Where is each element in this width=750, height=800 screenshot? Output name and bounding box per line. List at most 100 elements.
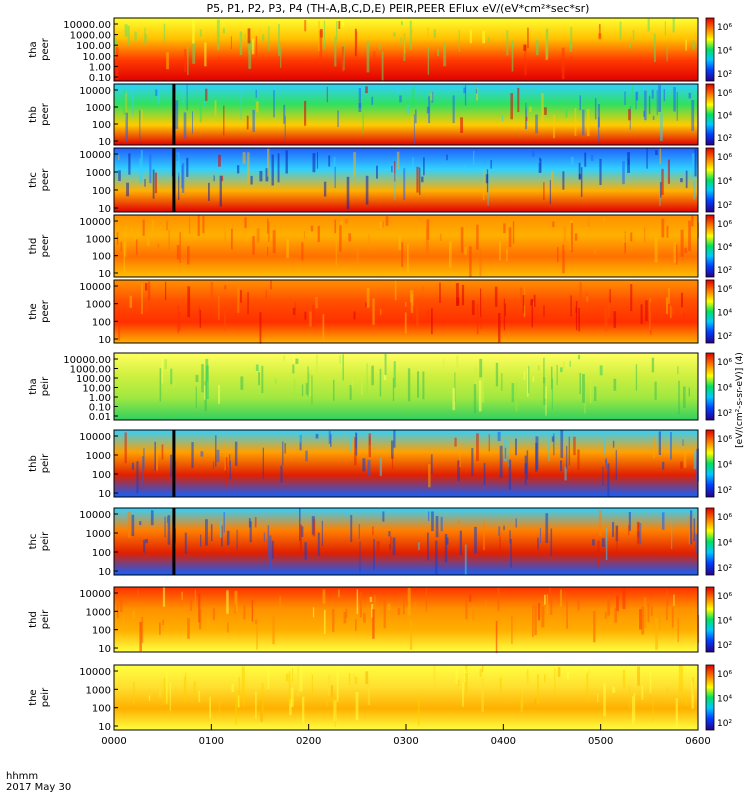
spectrogram-streak (501, 373, 503, 391)
spectrogram-streak (218, 295, 220, 321)
panel-thb-peir: 10000 1000 100 10 thb peir 10⁶ 10⁴ 10² (28, 429, 732, 500)
spectrogram-streak (241, 666, 245, 700)
spectrogram-streak (693, 518, 696, 542)
y-tick-label: 10 (98, 722, 111, 733)
spectrogram-streak (127, 25, 130, 46)
spectrogram-streak (358, 103, 362, 112)
spectrogram-streak (659, 148, 662, 165)
spectrogram-streak (557, 667, 561, 677)
spectrogram-streak (506, 30, 509, 56)
spectrogram-streak (551, 436, 555, 442)
spectrogram-streak (695, 534, 698, 554)
spectrogram-streak (544, 594, 546, 605)
colorbar (705, 147, 715, 213)
spectrogram-streak (404, 33, 406, 53)
spectrogram-streak (371, 96, 374, 105)
spectrogram-fill (114, 665, 698, 730)
spectrogram-streak (426, 227, 429, 254)
spectrogram-streak (505, 248, 508, 262)
spectrogram-streak (478, 380, 482, 412)
spectrogram-streak (407, 244, 409, 273)
spectrogram-streak (515, 518, 517, 528)
spectrogram-streak (473, 151, 475, 165)
spectrogram-streak (269, 535, 272, 567)
spectrogram-streak (379, 457, 382, 476)
spectrogram-streak (288, 671, 291, 705)
colorbar (705, 279, 715, 344)
spectrogram-streak (396, 151, 400, 170)
spectrogram-streak (378, 44, 381, 51)
spectrogram-streak (469, 29, 472, 44)
spectrogram-streak (667, 597, 669, 606)
spectrogram-streak (579, 95, 581, 111)
spectrogram-streak (317, 225, 320, 242)
panel-species-label: peir (40, 453, 51, 473)
spectrogram-streak (431, 511, 434, 532)
panel-frame (113, 586, 699, 653)
spectrogram-streak (151, 219, 155, 236)
spectrogram-streak (427, 27, 429, 42)
spectrogram-streak (323, 181, 327, 197)
spectrogram-streak (501, 114, 504, 122)
spectrogram-streak (503, 223, 506, 234)
spectrogram-streak (229, 460, 231, 480)
spectrogram-streak (411, 29, 413, 35)
spectrogram-streak (200, 534, 202, 547)
spectrogram-streak (584, 152, 587, 167)
spectrogram-streak (641, 685, 644, 700)
spectrogram-streak (577, 597, 580, 611)
spectrogram-streak (123, 242, 125, 273)
spectrogram-streak (216, 449, 220, 463)
spectrogram-streak (635, 91, 639, 101)
spectrogram-streak (139, 110, 141, 142)
spectrogram-streak (169, 682, 171, 711)
spectrogram-streak (374, 595, 376, 613)
y-tick-label: 1000 (86, 685, 111, 696)
spectrogram-streak (141, 109, 143, 128)
spectrogram-streak (339, 224, 342, 252)
spectrogram-streak (335, 237, 337, 266)
spectrogram-streak (475, 88, 478, 94)
spectrogram-streak (566, 445, 568, 469)
spectrogram-streak (476, 224, 479, 250)
spectrogram-streak (371, 365, 374, 386)
spectrogram-streak (262, 447, 264, 479)
spectrogram-streak (139, 158, 141, 185)
spectrogram-streak (126, 182, 129, 197)
spectrogram-streak (682, 439, 684, 446)
spectrogram-streak (307, 366, 309, 397)
spectrogram-streak (541, 93, 544, 123)
spectrogram-streak (685, 689, 688, 706)
x-tick-label: 0000 (101, 736, 126, 747)
spectrogram-streak (551, 378, 553, 411)
spectrogram-streak (179, 232, 181, 263)
spectrogram-streak (654, 237, 658, 263)
spectrogram-streak (312, 518, 316, 537)
y-tick-label: 10 (98, 335, 111, 346)
spectrogram-streak (118, 170, 121, 181)
spectrogram-streak (181, 162, 185, 193)
spectrogram-streak (394, 280, 397, 301)
spectrogram-streak (259, 170, 263, 182)
spectrogram-streak (118, 154, 120, 160)
colorbar (705, 214, 715, 278)
spectrogram-streak (369, 596, 373, 602)
spectrogram-streak (274, 378, 277, 384)
spectrogram-streak (256, 617, 258, 650)
spectrogram-streak (311, 375, 313, 405)
y-tick-label: 10000 (79, 432, 111, 443)
colorbar-tick-label: 10⁶ (717, 220, 732, 230)
spectrogram-streak (691, 681, 694, 709)
spectrogram-streak (245, 235, 248, 241)
spectrogram-streak (482, 371, 484, 403)
spectrogram-streak (365, 175, 369, 205)
spectrogram-streak (564, 591, 566, 600)
spectrogram-streak (601, 538, 605, 547)
y-tick-label: 10 (98, 269, 111, 280)
spectrogram-streak (360, 376, 363, 396)
spectrogram-streak (574, 107, 577, 136)
spectrogram-streak (482, 665, 484, 673)
spectrogram-streak (148, 695, 151, 701)
spectrogram-streak (406, 594, 409, 606)
panel-thc-peer: 10000 1000 100 10 thc peer 10⁶ 10⁴ 10² (28, 147, 732, 215)
